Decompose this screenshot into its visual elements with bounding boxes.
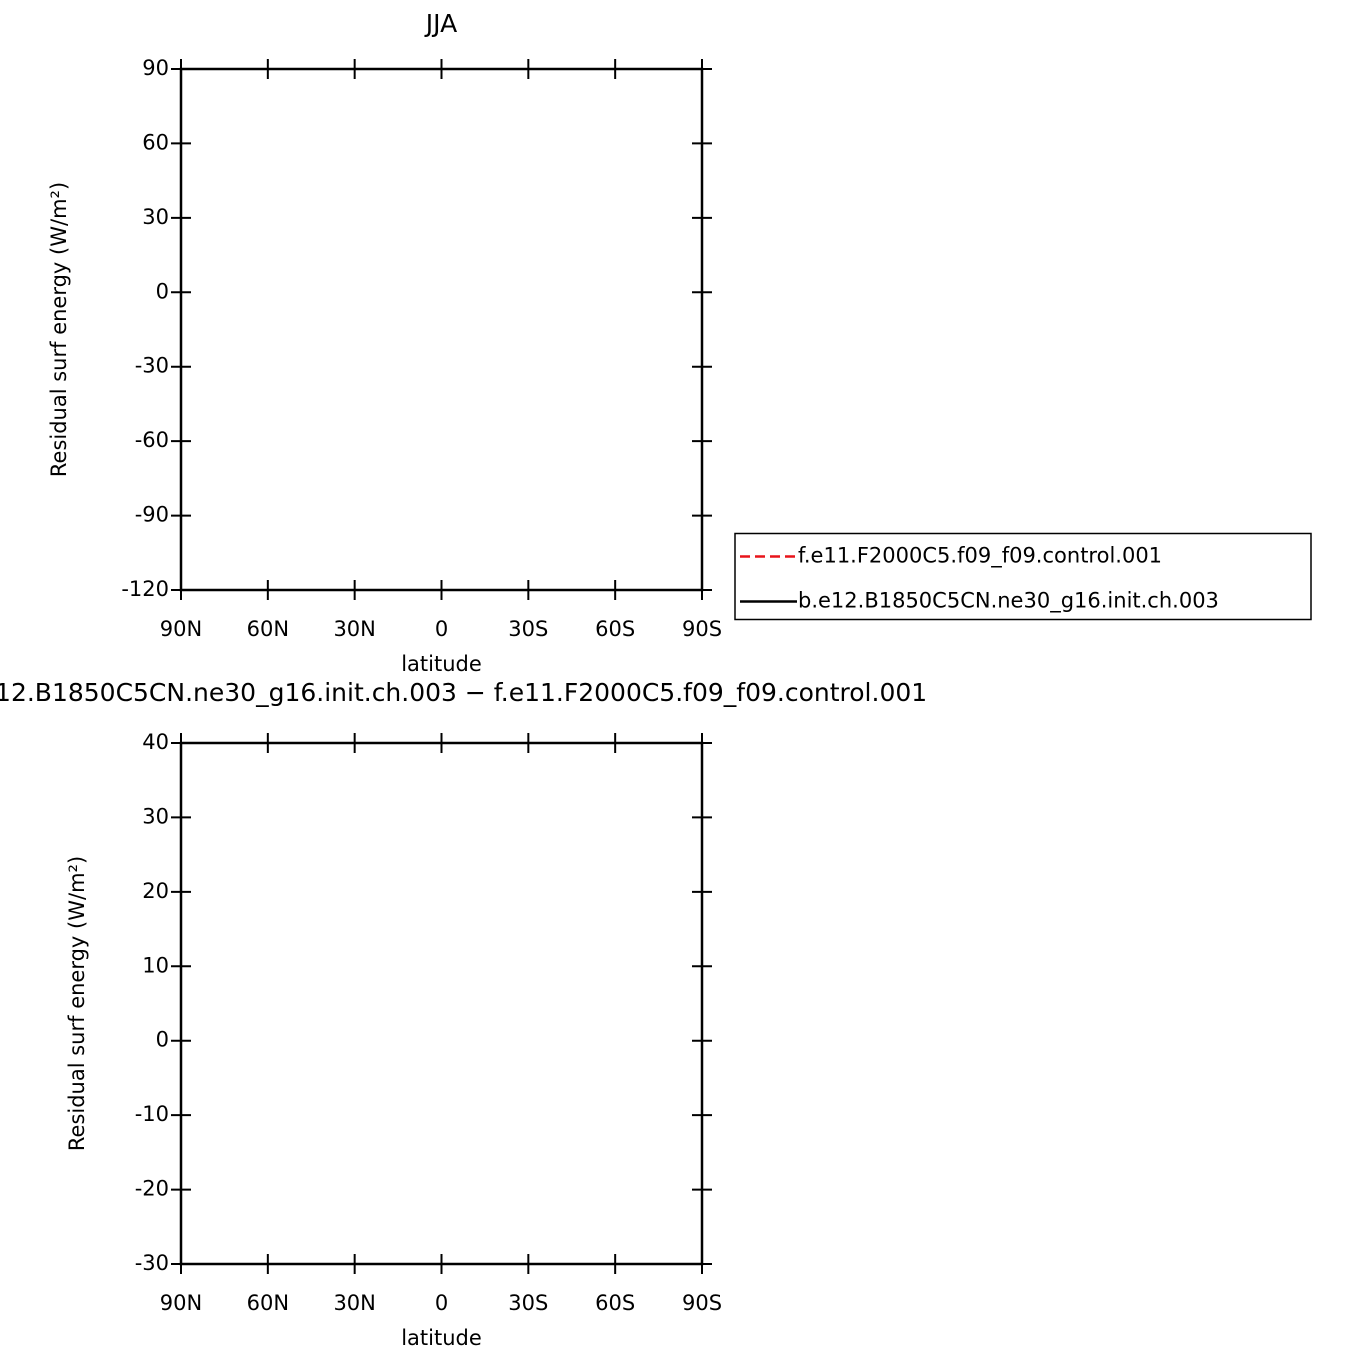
x-tick-label: 60S	[595, 617, 635, 641]
y-tick-label: 10	[142, 953, 169, 977]
x-tick-label: 90S	[682, 617, 722, 641]
y-tick-label: -30	[135, 354, 169, 378]
plot-frame	[179, 741, 704, 1266]
x-axis-label: latitude	[401, 652, 482, 676]
y-tick-label: 20	[142, 879, 169, 903]
y-tick-label: -60	[135, 428, 169, 452]
x-tick-label: 90N	[160, 617, 202, 641]
y-tick-label: 90	[142, 56, 169, 80]
chart-title: b.e12.B1850C5CN.ne30_g16.init.ch.003 − f…	[0, 678, 927, 707]
x-tick-label: 30N	[333, 617, 375, 641]
x-tick-label: 30N	[333, 1291, 375, 1315]
y-tick-label: -20	[135, 1177, 169, 1201]
x-tick-label: 0	[435, 617, 448, 641]
y-tick-label: -30	[135, 1251, 169, 1275]
x-tick-label: 30S	[508, 617, 548, 641]
x-tick-label: 0	[435, 1291, 448, 1315]
y-tick-label: 60	[142, 130, 169, 154]
x-tick-label: 60N	[247, 1291, 289, 1315]
y-tick-label: 30	[142, 804, 169, 828]
y-tick-label: -90	[135, 503, 169, 527]
chart-title: JJA	[424, 9, 457, 38]
x-tick-label: 90S	[682, 1291, 722, 1315]
y-tick-label: -120	[121, 577, 169, 601]
y-axis-label: Residual surf energy (W/m²)	[47, 182, 71, 477]
x-axis-label: latitude	[401, 1326, 482, 1350]
x-tick-label: 30S	[508, 1291, 548, 1315]
y-tick-label: 30	[142, 205, 169, 229]
x-tick-label: 90N	[160, 1291, 202, 1315]
legend-box	[734, 532, 1312, 621]
x-tick-label: 60N	[247, 617, 289, 641]
y-tick-label: -10	[135, 1102, 169, 1126]
y-axis-label: Residual surf energy (W/m²)	[65, 856, 89, 1151]
legend-label: f.e11.F2000C5.f09_f09.control.001	[798, 544, 1162, 569]
y-tick-label: 0	[156, 1028, 169, 1052]
y-tick-label: 0	[156, 279, 169, 303]
legend-label: b.e12.B1850C5CN.ne30_g16.init.ch.003	[798, 589, 1219, 614]
y-tick-label: 40	[142, 730, 169, 754]
plot-frame	[179, 67, 704, 592]
x-tick-label: 60S	[595, 1291, 635, 1315]
